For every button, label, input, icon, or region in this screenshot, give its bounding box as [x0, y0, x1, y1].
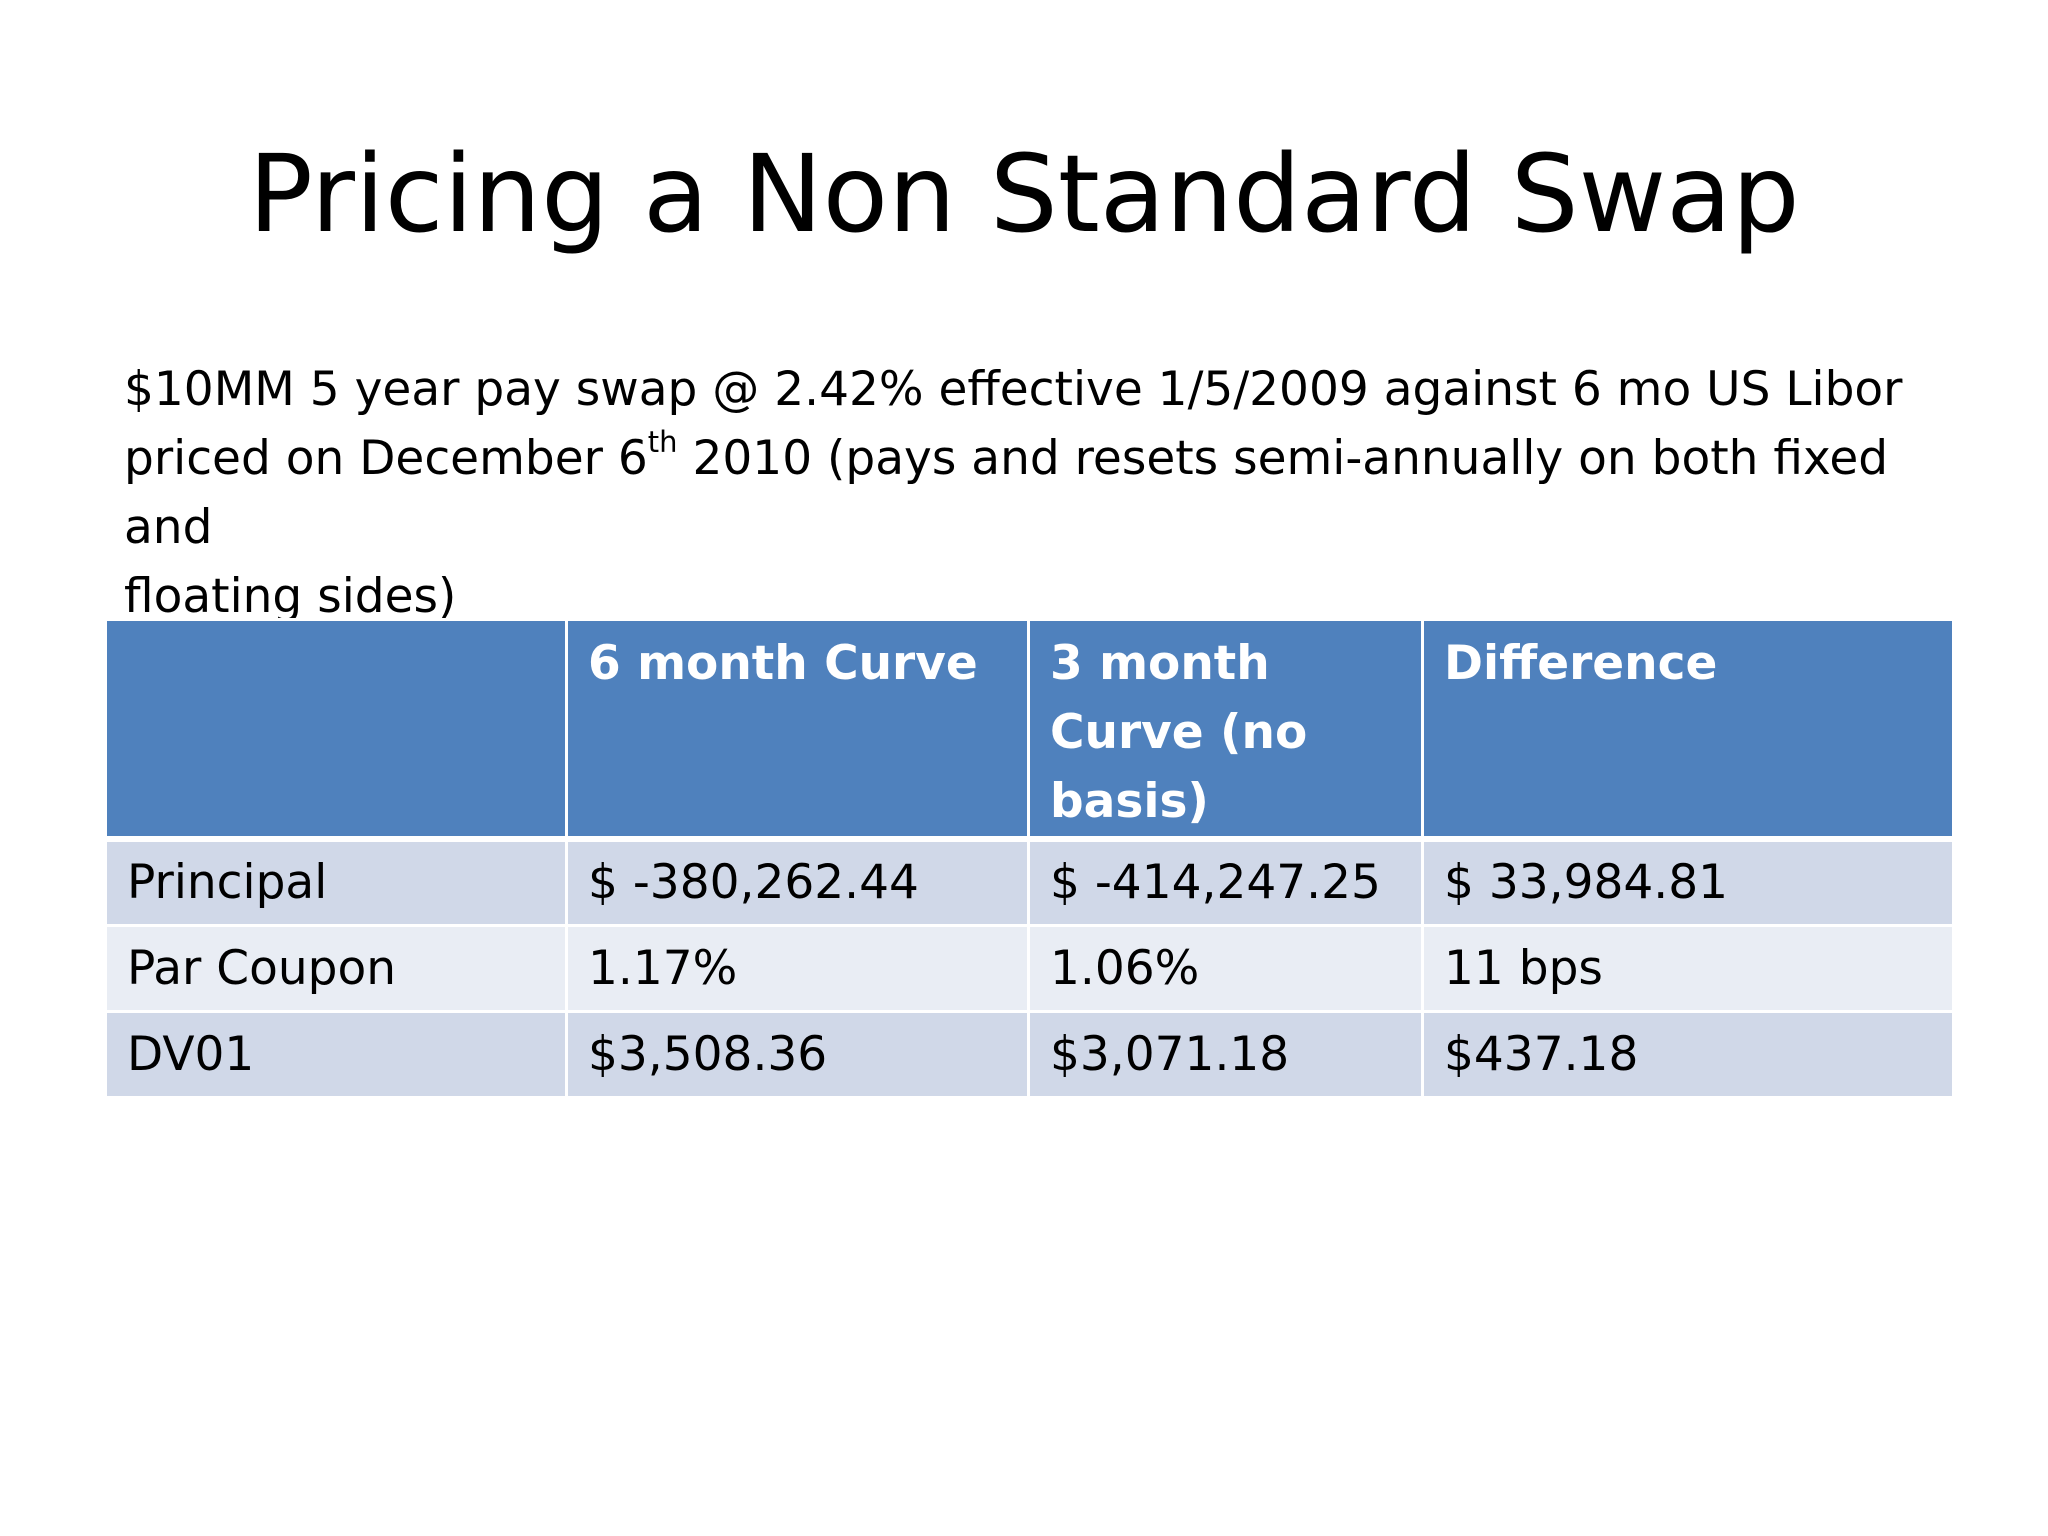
table-cell: $437.18	[1421, 1009, 1955, 1099]
row-label-par-coupon: Par Coupon	[104, 923, 568, 1013]
table-cell: $ 33,984.81	[1421, 837, 1955, 927]
table-cell: $3,508.36	[565, 1009, 1030, 1099]
table-row: Par Coupon 1.17% 1.06% 11 bps	[104, 923, 1955, 1013]
body-line-2-end: 2010 (pays and resets semi-annually on b…	[124, 431, 1889, 555]
row-label-principal: Principal	[104, 837, 568, 927]
slide-body-text: $10MM 5 year pay swap @ 2.42% effective …	[124, 355, 1984, 631]
ordinal-suffix: th	[647, 425, 678, 459]
table-row: Principal $ -380,262.44 $ -414,247.25 $ …	[104, 837, 1955, 927]
table-cell: $ -380,262.44	[565, 837, 1030, 927]
table-row: DV01 $3,508.36 $3,071.18 $437.18	[104, 1009, 1955, 1099]
header-cell-difference: Difference	[1421, 618, 1955, 841]
body-line-1: $10MM 5 year pay swap @ 2.42% effective …	[124, 362, 1903, 417]
pricing-table: 6 month Curve 3 month Curve (no basis) D…	[104, 618, 1955, 1099]
header-cell-3-month-curve: 3 month Curve (no basis)	[1027, 618, 1424, 841]
table-cell: $3,071.18	[1027, 1009, 1424, 1099]
table-cell: $ -414,247.25	[1027, 837, 1424, 927]
slide-title: Pricing a Non Standard Swap	[248, 133, 1800, 257]
header-cell-blank	[104, 618, 568, 841]
table-cell: 1.17%	[565, 923, 1030, 1013]
header-cell-6-month-curve: 6 month Curve	[565, 618, 1030, 841]
body-line-3: floating sides)	[124, 569, 457, 624]
table-cell: 11 bps	[1421, 923, 1955, 1013]
table-cell: 1.06%	[1027, 923, 1424, 1013]
row-label-dv01: DV01	[104, 1009, 568, 1099]
body-line-2-start: priced on December 6	[124, 431, 648, 486]
table-header-row: 6 month Curve 3 month Curve (no basis) D…	[104, 618, 1955, 841]
